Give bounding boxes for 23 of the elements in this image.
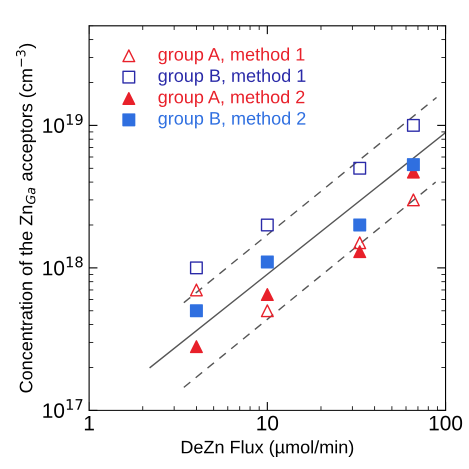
point — [190, 304, 203, 318]
x-tick-label: 10 — [257, 416, 278, 431]
point — [406, 158, 420, 172]
y-tick-label: 10$^{17}$ — [43, 399, 82, 418]
point — [260, 288, 274, 302]
point — [190, 283, 203, 296]
point — [406, 118, 420, 132]
legend-label: group A, method 1 — [158, 47, 304, 64]
y-tick-label: 10$^{19}$ — [43, 114, 83, 133]
y-axis-title: Concentration of the Zn$_{Ga}$ acceptors (cm$^{−3}$) — [16, 44, 36, 392]
x-tick-label: 1 — [84, 416, 94, 430]
legend-label: group A, method 2 — [158, 90, 304, 107]
x-axis-title: DeZn Flux (µmol/min) — [182, 440, 354, 458]
x-tick-label: 100 — [430, 416, 462, 431]
legend-label: group B, method 2 — [158, 111, 306, 128]
legend-label: group B, method 1 — [158, 68, 306, 86]
point — [406, 193, 420, 206]
point — [260, 218, 274, 232]
y-tick-label: 10$^{18}$ — [43, 256, 83, 276]
point — [260, 304, 274, 318]
point — [260, 255, 274, 268]
point — [190, 261, 203, 274]
point — [190, 340, 203, 354]
